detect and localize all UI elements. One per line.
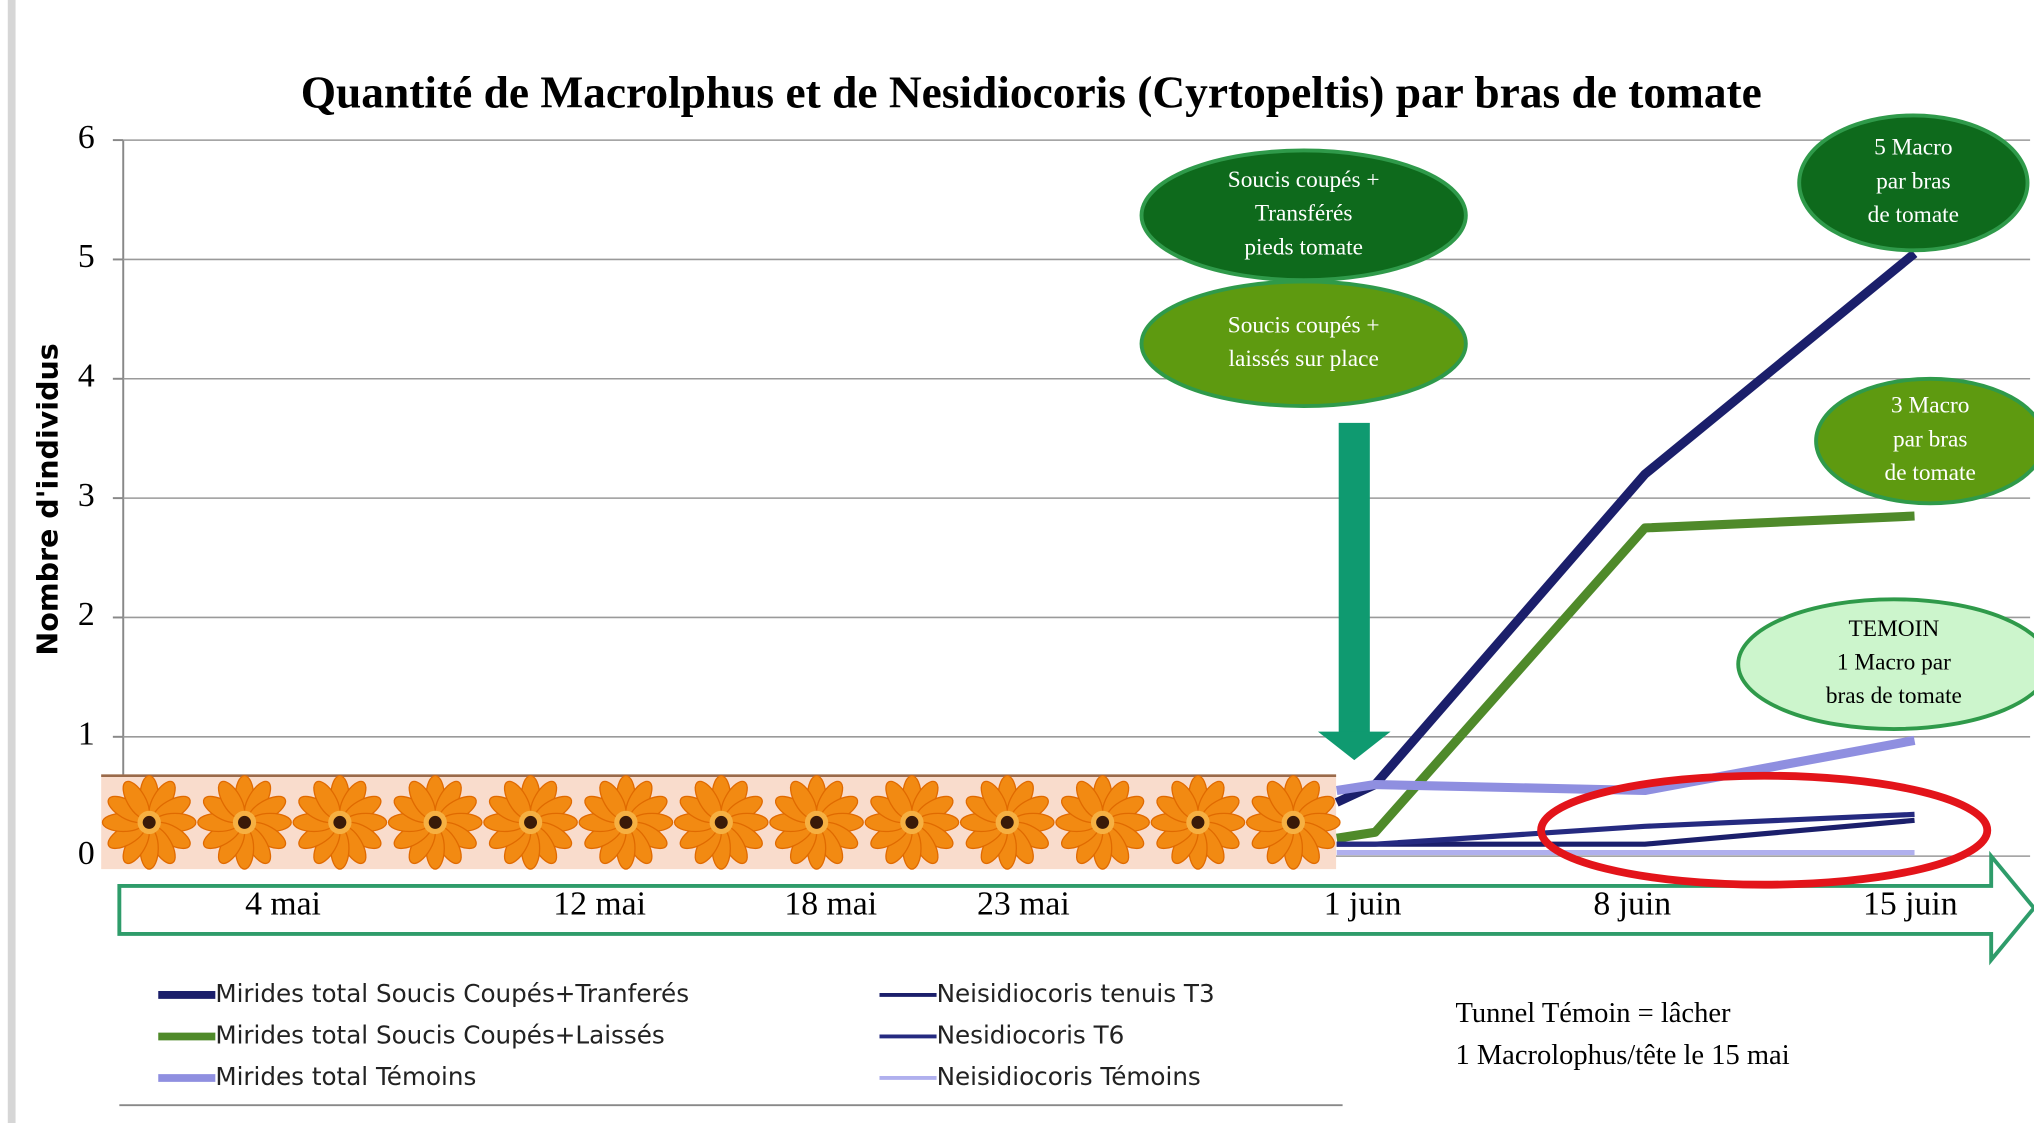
flower-heart bbox=[619, 815, 633, 829]
annotation-text: de tomate bbox=[1885, 460, 1976, 486]
page-border bbox=[7, 0, 16, 1123]
annotation-text: Transférés bbox=[1255, 201, 1353, 227]
flower-heart bbox=[238, 815, 252, 829]
annotation-text: par bras bbox=[1893, 426, 1967, 452]
date-arrow bbox=[117, 850, 2034, 966]
flower-heart bbox=[1000, 815, 1014, 829]
x-tick-label: 23 mai bbox=[977, 885, 1070, 922]
flower-heart bbox=[142, 815, 156, 829]
legend-label: Nesidiocoris T6 bbox=[937, 1020, 1125, 1049]
annotation-text: 5 Macro bbox=[1874, 135, 1952, 161]
annotation-text: 3 Macro bbox=[1891, 393, 1969, 419]
x-tick-label: 1 juin bbox=[1324, 885, 1402, 922]
flower-heart bbox=[1096, 815, 1110, 829]
annotation-text: pieds tomate bbox=[1244, 234, 1363, 260]
series-line bbox=[1336, 511, 1915, 843]
legend-label: Mirides total Soucis Coupés+Tranferés bbox=[215, 979, 689, 1008]
legend-label: Mirides total Soucis Coupés+Laissés bbox=[215, 1020, 664, 1049]
arrow-shaft bbox=[1338, 422, 1370, 735]
y-tick-label: 1 bbox=[78, 716, 95, 753]
x-tick-label: 15 juin bbox=[1863, 885, 1958, 922]
annotation-text: bras de tomate bbox=[1826, 683, 1962, 709]
annotation-text: Soucis coupés + bbox=[1228, 312, 1380, 338]
y-tick-label: 0 bbox=[78, 835, 95, 872]
legend-label: Neisidiocoris tenuis T3 bbox=[937, 979, 1215, 1008]
flower-heart bbox=[333, 815, 347, 829]
flower-heart bbox=[905, 815, 919, 829]
x-tick-label: 4 mai bbox=[245, 885, 321, 922]
y-axis-label: Nombre d'individus bbox=[31, 343, 64, 655]
y-tick-label: 6 bbox=[78, 119, 95, 156]
y-tick-label: 4 bbox=[78, 358, 95, 395]
annotation-text: laissés sur place bbox=[1229, 346, 1379, 372]
annotation-bubble bbox=[1814, 376, 2034, 506]
flower-heart bbox=[524, 815, 538, 829]
note: 1 Macrolophus/tête le 15 mai bbox=[1455, 1040, 1789, 1071]
y-tick-label: 2 bbox=[78, 596, 95, 633]
arrow-head bbox=[1317, 731, 1391, 761]
y-tick-label: 5 bbox=[78, 238, 95, 275]
annotation-bubble bbox=[1797, 113, 2030, 253]
series-line bbox=[1336, 735, 1916, 796]
flower-heart bbox=[1191, 815, 1205, 829]
legend-label: Neisidiocoris Témoins bbox=[937, 1062, 1201, 1091]
series-line bbox=[1336, 811, 1915, 847]
x-tick-label: 18 mai bbox=[784, 885, 877, 922]
annotation-text: TEMOIN bbox=[1849, 616, 1940, 642]
annotation-bubble bbox=[1736, 597, 2034, 731]
x-tick-label: 8 juin bbox=[1593, 885, 1671, 922]
highlight-ellipse bbox=[1537, 771, 1992, 889]
annotation-text: Soucis coupés + bbox=[1228, 167, 1380, 193]
annotation-text: de tomate bbox=[1868, 202, 1959, 228]
annotation-text: par bras bbox=[1876, 168, 1950, 194]
series-line bbox=[1334, 249, 1918, 807]
y-tick-label: 3 bbox=[78, 477, 95, 514]
flower-heart bbox=[1286, 815, 1300, 829]
flower-heart bbox=[810, 815, 824, 829]
x-tick-label: 12 mai bbox=[553, 885, 646, 922]
legend-label: Mirides total Témoins bbox=[215, 1062, 476, 1091]
annotation-text: 1 Macro par bbox=[1837, 650, 1951, 676]
annotation-bubble bbox=[1139, 279, 1468, 408]
note: Tunnel Témoin = lâcher bbox=[1455, 998, 1731, 1029]
flower-heart bbox=[714, 815, 728, 829]
flower-heart bbox=[428, 815, 442, 829]
chart-title: Quantité de Macrolphus et de Nesidiocori… bbox=[300, 67, 1762, 119]
